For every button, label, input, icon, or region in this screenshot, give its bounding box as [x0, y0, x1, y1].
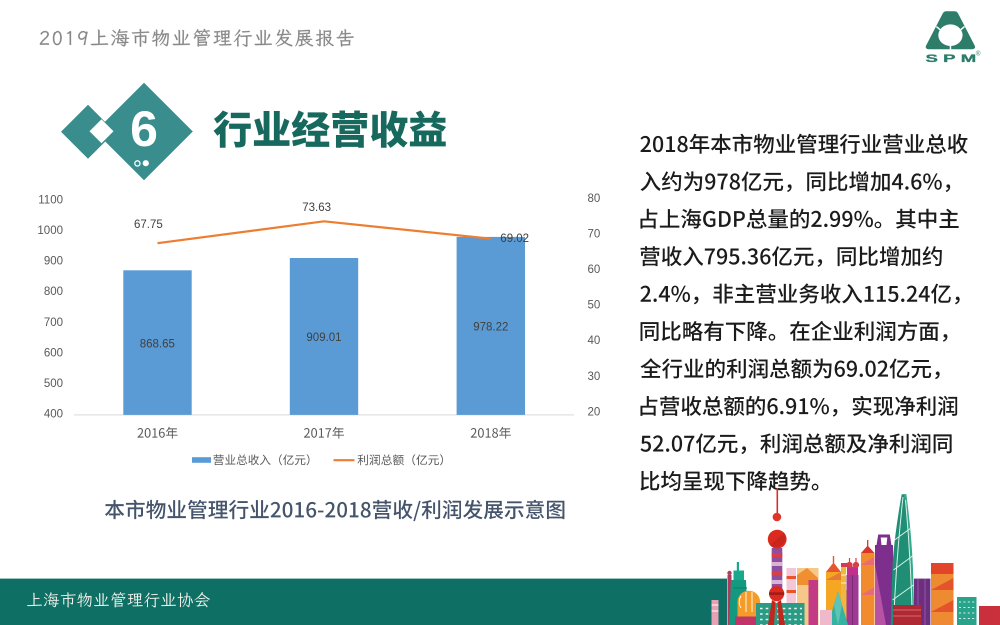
svg-text:20: 20	[588, 406, 601, 418]
svg-text:909.01: 909.01	[306, 332, 341, 344]
svg-text:70: 70	[588, 229, 601, 241]
svg-text:®: ®	[976, 50, 981, 58]
svg-text:900: 900	[44, 256, 63, 268]
svg-text:868.65: 868.65	[140, 339, 175, 351]
svg-text:6: 6	[130, 101, 158, 157]
svg-text:73.63: 73.63	[302, 202, 331, 214]
svg-text:50: 50	[588, 300, 601, 312]
svg-text:400: 400	[44, 409, 63, 421]
svg-text:67.75: 67.75	[134, 219, 163, 231]
svg-text:500: 500	[44, 378, 63, 390]
svg-text:800: 800	[44, 286, 63, 298]
svg-text:80: 80	[588, 193, 601, 205]
svg-text:SPM: SPM	[926, 53, 982, 65]
svg-text:40: 40	[588, 335, 601, 347]
svg-text:60: 60	[588, 264, 601, 276]
svg-text:600: 600	[44, 347, 63, 359]
svg-text:69.02: 69.02	[500, 233, 529, 245]
svg-text:30: 30	[588, 371, 601, 383]
svg-text:978.22: 978.22	[473, 321, 508, 333]
svg-text:1000: 1000	[37, 225, 63, 237]
svg-text:1100: 1100	[38, 194, 63, 206]
svg-text:700: 700	[44, 317, 63, 329]
